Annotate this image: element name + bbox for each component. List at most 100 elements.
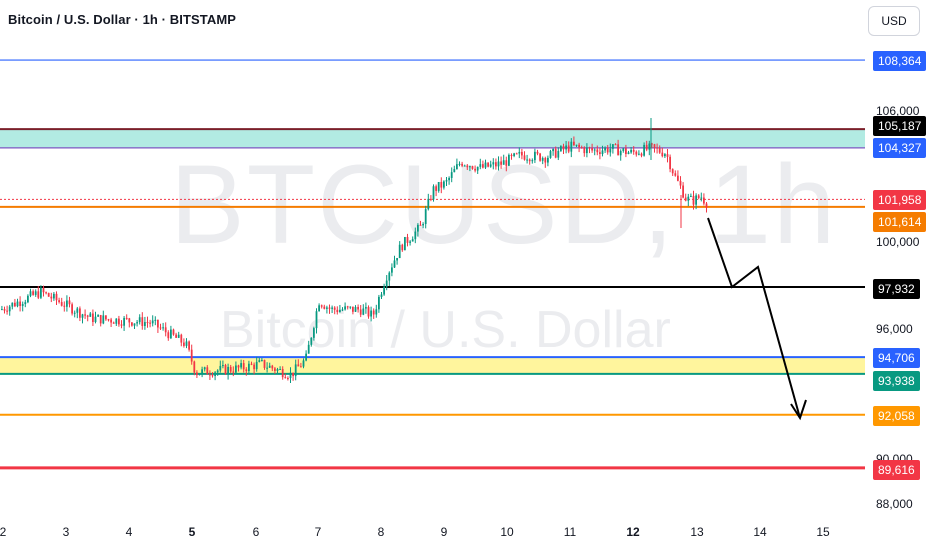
candle-body <box>313 328 315 338</box>
candle-body <box>45 292 47 294</box>
candle-body <box>549 151 552 158</box>
candle-body <box>627 152 630 155</box>
candle-body <box>71 304 73 314</box>
candle-body <box>450 172 453 178</box>
candle-body <box>435 186 437 191</box>
candle-body <box>599 152 601 155</box>
candle-body <box>370 310 372 317</box>
price-tick: 100,000 <box>876 235 920 249</box>
price-tick: 96,000 <box>876 322 913 336</box>
candle-body <box>333 307 336 310</box>
candle-body <box>697 195 700 198</box>
candle-body <box>157 319 159 328</box>
candle-body <box>562 146 565 150</box>
candle-body <box>6 310 8 312</box>
chart-title: Bitcoin / U.S. Dollar · 1h · BITSTAMP <box>8 12 237 27</box>
candle-body <box>414 231 417 240</box>
candle-body <box>619 150 622 156</box>
candle-body <box>287 378 289 380</box>
candle-body <box>138 317 141 323</box>
candle-body <box>456 164 458 170</box>
candle-body <box>326 307 328 309</box>
candle-body <box>211 375 214 377</box>
candle-body <box>357 306 359 310</box>
candle-body <box>73 312 76 314</box>
candle-body <box>21 304 24 306</box>
candle-body <box>378 296 380 310</box>
candle-body <box>500 161 502 165</box>
candle-body <box>232 371 235 373</box>
candle-body <box>242 363 245 370</box>
candle-body <box>523 155 526 160</box>
candle-body <box>502 160 505 165</box>
time-tick: 9 <box>440 525 448 539</box>
candle-body <box>50 296 53 299</box>
candle-body <box>193 361 196 373</box>
candle-body <box>149 322 151 324</box>
candle-body <box>190 349 193 362</box>
candle-body <box>388 272 391 281</box>
candle-body <box>258 360 261 362</box>
candle-body <box>133 323 136 326</box>
candle-body <box>344 306 346 310</box>
candle-body <box>318 305 320 312</box>
candle-body <box>302 360 305 367</box>
time-tick: 8 <box>377 525 385 539</box>
candle-body <box>346 306 349 308</box>
candle-body <box>131 322 133 326</box>
candle-body <box>375 309 378 315</box>
candle-body <box>8 306 11 312</box>
price-plot[interactable] <box>0 0 865 518</box>
price-label: 101,958 <box>873 190 927 210</box>
candle-body <box>289 372 292 379</box>
candle-body <box>705 203 708 208</box>
candle-body <box>27 295 29 303</box>
chart-area[interactable]: BTCUSD, 1h Bitcoin / U.S. Dollar Bitcoin… <box>0 0 865 518</box>
candle-body <box>487 162 489 167</box>
candle-body <box>367 307 370 317</box>
candle-body <box>86 315 89 317</box>
candle-body <box>398 244 401 259</box>
currency-button[interactable]: USD <box>868 6 920 36</box>
candle-body <box>315 311 318 329</box>
candle-body <box>383 286 385 295</box>
price-tick: 88,000 <box>876 497 913 511</box>
candle-body <box>118 318 120 325</box>
candle-body <box>229 366 232 372</box>
candle-body <box>443 181 445 188</box>
candle-body <box>339 309 341 313</box>
candle-body <box>331 307 333 309</box>
candle-body <box>323 306 326 309</box>
candle-body <box>279 369 281 371</box>
candle-body <box>625 148 627 155</box>
candle-body <box>216 370 219 373</box>
candle-body <box>362 308 365 315</box>
resistance-zone <box>0 129 865 148</box>
candle-body <box>307 344 310 354</box>
candle-body <box>120 324 123 326</box>
candle-body <box>497 161 500 167</box>
candle-body <box>609 148 612 153</box>
candle-body <box>606 147 609 153</box>
candle-body <box>578 144 580 148</box>
candle-body <box>274 368 276 371</box>
projection-path <box>707 217 801 419</box>
candle-body <box>508 154 510 166</box>
candle-body <box>482 164 484 168</box>
candle-body <box>16 301 19 307</box>
candle-body <box>222 365 224 367</box>
candle-body <box>622 148 625 151</box>
candle-body <box>58 300 60 303</box>
candle-body <box>185 341 188 346</box>
candle-body <box>430 198 432 200</box>
candle-body <box>180 334 183 343</box>
candle-body <box>427 198 430 210</box>
candle-body <box>445 180 448 182</box>
time-tick: 11 <box>563 525 577 539</box>
candle-body <box>167 332 170 339</box>
candle-body <box>76 308 79 313</box>
candle-body <box>580 147 583 149</box>
time-tick: 12 <box>626 525 640 539</box>
price-axis[interactable] <box>865 0 932 550</box>
candle-body <box>617 144 619 156</box>
